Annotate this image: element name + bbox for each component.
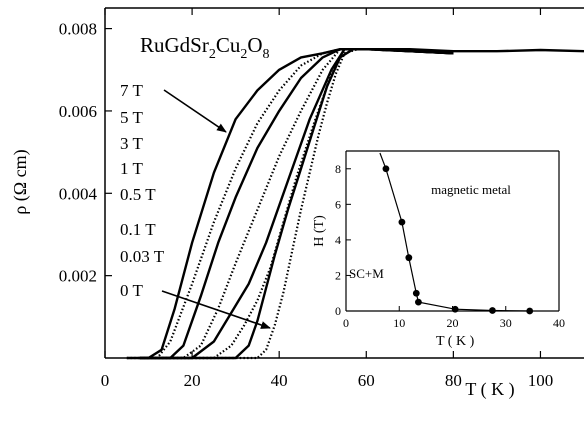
main-curves	[126, 48, 584, 360]
inset-region-label-sc-m: SC+M	[349, 266, 384, 281]
inset-x-tick-label: 20	[447, 316, 459, 330]
inset-marks	[379, 152, 534, 315]
series-label-003T: 0.03 T	[120, 247, 165, 266]
series-label-5T: 5 T	[120, 108, 143, 127]
inset-y-axis-label: H (T)	[312, 215, 327, 247]
y-tick-label: 0.002	[59, 267, 97, 286]
x-tick-label: 0	[101, 371, 110, 390]
x-tick-label: 20	[184, 371, 201, 390]
inset-y-tick-label: 0	[335, 304, 341, 318]
series-line-003T	[139, 48, 454, 360]
inset-data-point	[415, 298, 422, 306]
y-tick-label: 0.004	[59, 184, 98, 203]
compound-label: RuGdSr2Cu2O8	[140, 33, 270, 62]
inset-phase-line	[385, 168, 530, 312]
series-label-05T: 0.5 T	[120, 185, 156, 204]
series-label-3T: 3 T	[120, 134, 143, 153]
arrow-7T	[163, 89, 227, 133]
inset-x-tick-label: 40	[553, 316, 565, 330]
inset-data-point	[451, 305, 459, 313]
y-tick-label: 0.006	[59, 102, 97, 121]
inset-plot: 0 10 20 30 40 0 2 4 6 8 T ( K ) H (T) magnetic me…	[312, 150, 565, 349]
main-y-axis-label: ρ (Ω cm)	[10, 149, 31, 214]
inset-x-axis-label: T ( K )	[436, 334, 475, 349]
inset-data-point	[526, 307, 534, 315]
series-label-1T: 1 T	[120, 159, 143, 178]
inset-data-point	[382, 165, 390, 173]
y-tick-label: 0.008	[59, 20, 97, 39]
series-label-0T: 0 T	[120, 281, 143, 300]
series-label-01T: 0.1 T	[120, 220, 156, 239]
inset-y-tick-label: 4	[335, 233, 341, 247]
inset-x-tick-label: 30	[500, 316, 512, 330]
inset-y-tick-label: 6	[335, 197, 341, 211]
x-tick-label: 100	[528, 371, 554, 390]
arrow-0T	[161, 290, 271, 329]
inset-ticks: 0 10 20 30 40 0 2 4 6 8	[335, 162, 565, 330]
x-tick-label: 40	[271, 371, 288, 390]
series-labels: 7 T 5 T 3 T 1 T 0.5 T 0.1 T 0.03 T 0 T	[120, 81, 165, 300]
series-line-7T	[126, 48, 584, 360]
inset-x-tick-label: 10	[393, 316, 405, 330]
inset-data-point	[405, 254, 413, 262]
inset-data-point	[489, 307, 496, 314]
x-tick-label: 80	[445, 371, 462, 390]
inset-data-point	[398, 218, 406, 226]
inset-region-label-magnetic-metal: magnetic metal	[431, 182, 511, 197]
inset-y-tick-label: 2	[335, 268, 341, 282]
series-label-7T: 7 T	[120, 81, 143, 100]
series-line-0T	[139, 48, 454, 360]
x-tick-label: 60	[358, 371, 375, 390]
inset-data-point	[412, 289, 420, 297]
main-x-axis-label: T ( K )	[465, 379, 514, 400]
inset-background	[346, 151, 559, 311]
inset-y-tick-label: 8	[335, 162, 341, 176]
inset-x-tick-label: 0	[343, 316, 349, 330]
